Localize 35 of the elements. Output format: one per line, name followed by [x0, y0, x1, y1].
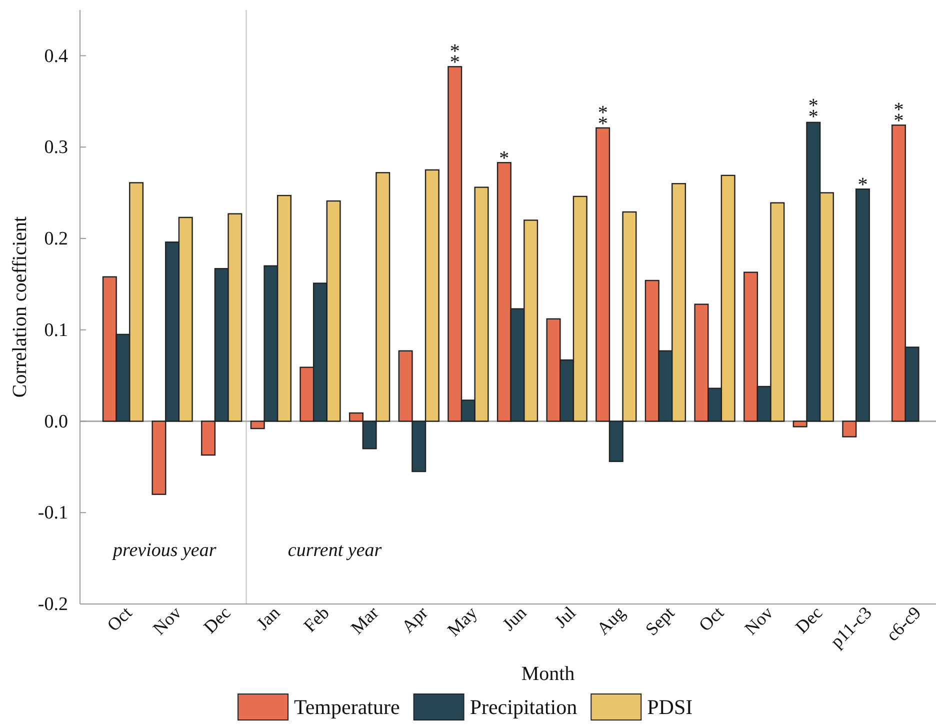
x-tick-label: Oct: [103, 602, 136, 636]
x-tick-label: Jun: [498, 602, 530, 634]
y-tick-label: -0.2: [38, 594, 68, 616]
y-tick-label: 0.3: [44, 137, 68, 158]
x-tick-label: Dec: [791, 602, 826, 638]
y-tick-label: 0.1: [44, 320, 68, 341]
y-axis-title: Correlation coefficient: [9, 216, 31, 398]
x-axis-title: Month: [521, 663, 575, 685]
x-tick-label: Dec: [200, 602, 234, 638]
annotation: **: [598, 102, 608, 135]
y-tick-label: 0.4: [44, 46, 68, 67]
annotation: *: [499, 148, 510, 170]
annotation: previous year: [111, 540, 217, 561]
annotation: *: [858, 174, 868, 196]
x-tick-label: May: [443, 602, 481, 640]
x-tick-label: Feb: [300, 602, 333, 636]
legend-label: Temperature: [294, 695, 400, 719]
x-tick-label: Aug: [592, 602, 629, 639]
x-tick-label: Oct: [694, 602, 728, 636]
x-tick-label: Nov: [148, 602, 186, 639]
x-tick-label: Jan: [252, 602, 284, 634]
x-tick-label: Sept: [641, 602, 678, 640]
annotation: **: [450, 40, 460, 74]
x-tick-label: Apr: [398, 602, 432, 637]
annotation: **: [894, 99, 904, 132]
x-tick-label: Jul: [550, 602, 580, 632]
annotation: **: [808, 95, 818, 128]
x-tick-label: Nov: [740, 602, 777, 639]
x-tick-label: Mar: [346, 602, 382, 638]
y-tick-label: 0.0: [44, 411, 68, 432]
annotation: current year: [288, 540, 382, 561]
legend-label: Precipitation: [470, 695, 578, 719]
legend-label: PDSI: [647, 695, 693, 719]
y-tick-label: 0.2: [44, 228, 68, 250]
y-tick-label: -0.1: [38, 502, 68, 524]
